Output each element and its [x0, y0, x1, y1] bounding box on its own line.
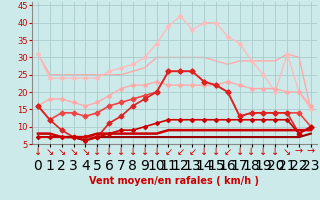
X-axis label: Vent moyen/en rafales ( km/h ): Vent moyen/en rafales ( km/h ) — [89, 176, 260, 186]
